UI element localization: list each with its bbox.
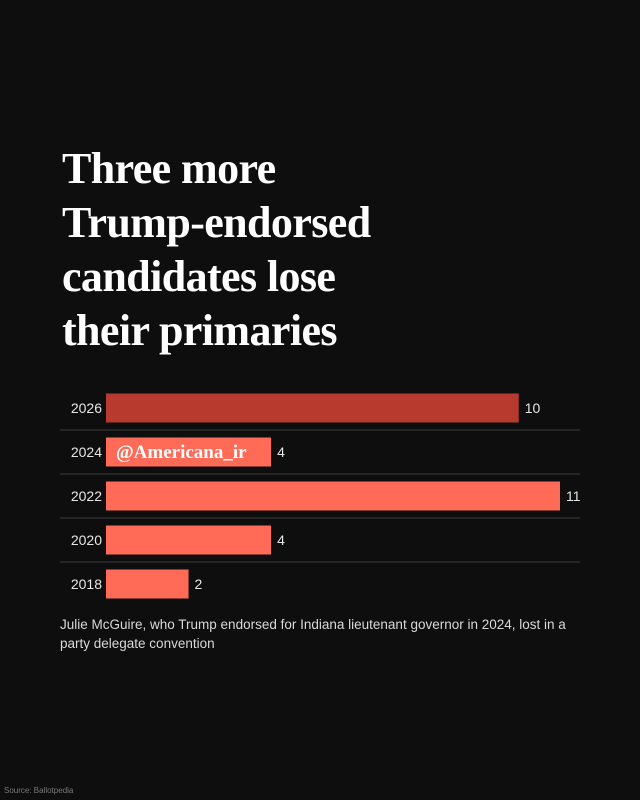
category-label-2022: 2022 xyxy=(71,488,102,504)
category-label-2024: 2024 xyxy=(71,444,102,460)
source-credit: Source: Ballotpedia xyxy=(4,786,74,795)
bar-2024 xyxy=(106,437,272,467)
value-label-2022: 11 xyxy=(566,488,581,504)
category-label-2018: 2018 xyxy=(71,576,102,592)
category-label-2026: 2026 xyxy=(71,400,102,416)
bar-chart: 2026 10 2024 4 2022 11 2020 4 2018 2 @Americana_ir xyxy=(60,393,581,599)
bar-2022 xyxy=(106,481,560,511)
value-label-2026: 10 xyxy=(525,400,541,416)
bar-2020 xyxy=(106,525,272,555)
watermark-text: @Americana_ir xyxy=(116,442,247,463)
chart-title: Three more Trump-endorsed candidates los… xyxy=(62,142,582,358)
bar-2018 xyxy=(106,569,189,599)
chart-note: Julie McGuire, who Trump endorsed for In… xyxy=(60,617,566,651)
value-label-2024: 4 xyxy=(277,444,285,460)
title-line-4: their primaries xyxy=(62,306,338,355)
value-label-2020: 4 xyxy=(277,532,285,548)
title-line-2: Trump-endorsed xyxy=(62,198,371,247)
category-label-2020: 2020 xyxy=(71,532,102,548)
value-label-2018: 2 xyxy=(195,576,203,592)
title-line-1: Three more xyxy=(62,144,276,193)
bar-2026 xyxy=(106,393,519,423)
title-line-3: candidates lose xyxy=(62,252,336,301)
